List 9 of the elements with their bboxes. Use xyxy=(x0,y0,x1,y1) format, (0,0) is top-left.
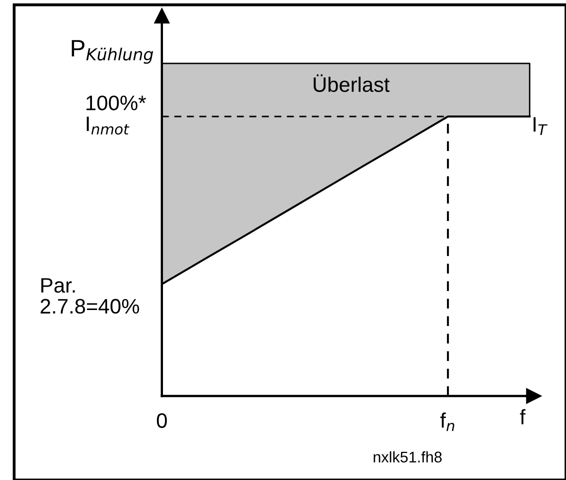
x-tick-label: f$_{n}$ xyxy=(440,412,454,432)
text: Par. 2.7.8=40% xyxy=(40,278,140,314)
text: 100%* I$_{nmot}$ xyxy=(86,96,146,135)
text: nxlk51.fh8 xyxy=(374,451,442,462)
x-axis-title: f xyxy=(520,409,526,424)
series-label: I$_{T}$ xyxy=(534,117,548,135)
y-axis-title: P$_{Kühlung}$ xyxy=(72,40,154,64)
x-tick-label: 0 xyxy=(156,413,167,428)
text: Überlast xyxy=(314,74,390,92)
